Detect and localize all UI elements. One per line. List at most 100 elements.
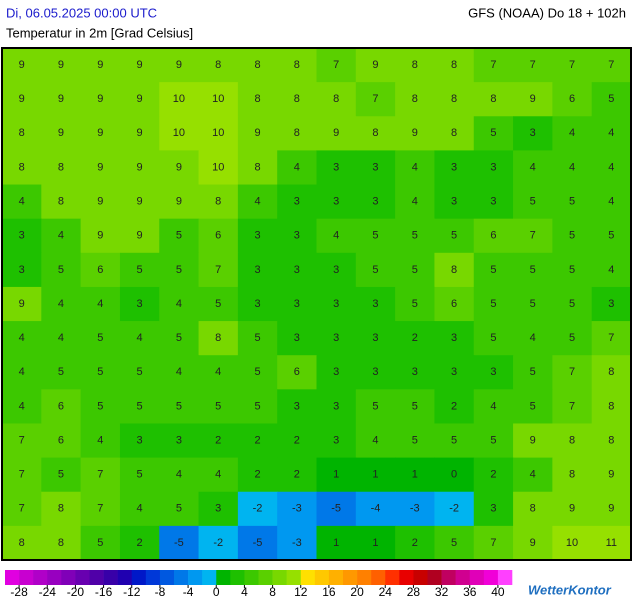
temperature-label: 1 [372,469,378,481]
temperature-cell [237,321,278,356]
temperature-label: 7 [19,434,25,446]
temperature-cell [119,423,160,459]
temperature-label: 5 [412,434,418,446]
colorbar-segment [371,570,386,585]
temperature-cell [473,286,514,322]
colorbar-tick-label: 32 [435,585,449,599]
temperature-cell [198,184,239,220]
temperature-label: 3 [176,434,182,446]
temperature-cell [552,355,593,390]
temperature-label: 5 [97,400,103,412]
temperature-cell [355,116,396,151]
temperature-label: 5 [569,230,575,242]
temperature-label: 5 [137,264,143,276]
temperature-cell [434,184,475,220]
temperature-label: 3 [333,434,339,446]
temperature-cell [395,423,435,459]
temperature-cell [198,286,239,322]
temperature-cell [395,48,435,83]
temperature-cell [277,389,317,424]
temperature-label: 9 [608,503,614,515]
temperature-label: 3 [137,298,143,310]
temperature-cell [277,218,317,254]
temperature-cell [2,525,42,561]
temperature-cell [198,423,239,459]
colorbar-segment [61,570,76,585]
colorbar-segment [188,570,203,585]
temperature-cell [395,491,435,527]
temperature-label: 5 [137,400,143,412]
temperature-cell [237,457,278,493]
temperature-cell [237,286,278,322]
temperature-label: 9 [530,537,536,549]
temperature-label: 5 [176,400,182,412]
temperature-cell [159,457,200,493]
temperature-label: 8 [58,161,64,173]
temperature-label: 2 [490,469,496,481]
temperature-cell [591,491,632,527]
temperature-cell [80,355,121,390]
temperature-cell [41,355,82,390]
temperature-cell [316,286,357,322]
temperature-cell [198,218,239,254]
temperature-cell [198,82,239,117]
temperature-cell [552,252,593,288]
colorbar-segment [230,570,245,585]
temperature-cell [277,491,317,527]
temperature-label: 5 [608,93,614,105]
temperature-label: 8 [19,127,25,139]
temperature-cell [119,286,160,322]
colorbar-segment [385,570,400,585]
colorbar-tick-label: 0 [213,585,220,599]
temperature-cell [80,218,121,254]
colorbar-tick-label: -16 [95,585,113,599]
temperature-cell [552,218,593,254]
temperature-label: 1 [372,537,378,549]
temperature-cell [80,48,121,83]
temperature-label: 7 [569,400,575,412]
temperature-label: 9 [137,196,143,208]
temperature-cell [395,389,435,424]
temperature-cell [237,525,278,561]
temperature-label: 9 [97,196,103,208]
colorbar-segment [117,570,133,585]
temperature-cell [277,355,317,390]
temperature-label: 3 [19,264,25,276]
temperature-label: 3 [490,366,496,378]
temperature-label: 9 [176,196,182,208]
temperature-cell [198,491,239,527]
temperature-cell [277,457,317,493]
temperature-label: 3 [451,366,457,378]
temperature-label: 9 [97,59,103,71]
temperature-label: 4 [490,400,496,412]
temperature-cell [434,457,475,493]
temperature-cell [591,150,632,186]
temperature-label: 5 [490,264,496,276]
temperature-cell [591,457,632,493]
temperature-label: 3 [530,127,536,139]
temperature-cell [473,321,514,356]
temperature-cell [2,491,42,527]
temperature-cell [434,218,475,254]
temperature-cell [513,355,553,390]
temperature-label: 3 [333,196,339,208]
colorbar-segment [89,570,104,585]
map-frame [1,47,632,561]
temperature-cell [2,252,42,288]
temperature-label: 8 [19,537,25,549]
temperature-label: 8 [58,503,64,515]
temperature-cell [434,525,475,561]
temperature-label: 5 [490,127,496,139]
temperature-cell [237,423,278,459]
temperature-label: 8 [333,93,339,105]
temperature-label: 5 [176,332,182,344]
temperature-cell [591,82,632,117]
temperature-label: 7 [569,366,575,378]
temperature-label: 9 [19,59,25,71]
temperature-cell [552,491,593,527]
temperature-label: -3 [292,537,302,549]
temperature-label: 9 [137,93,143,105]
temperature-label: 5 [58,469,64,481]
temperature-cell [41,491,82,527]
temperature-label: 6 [97,264,103,276]
